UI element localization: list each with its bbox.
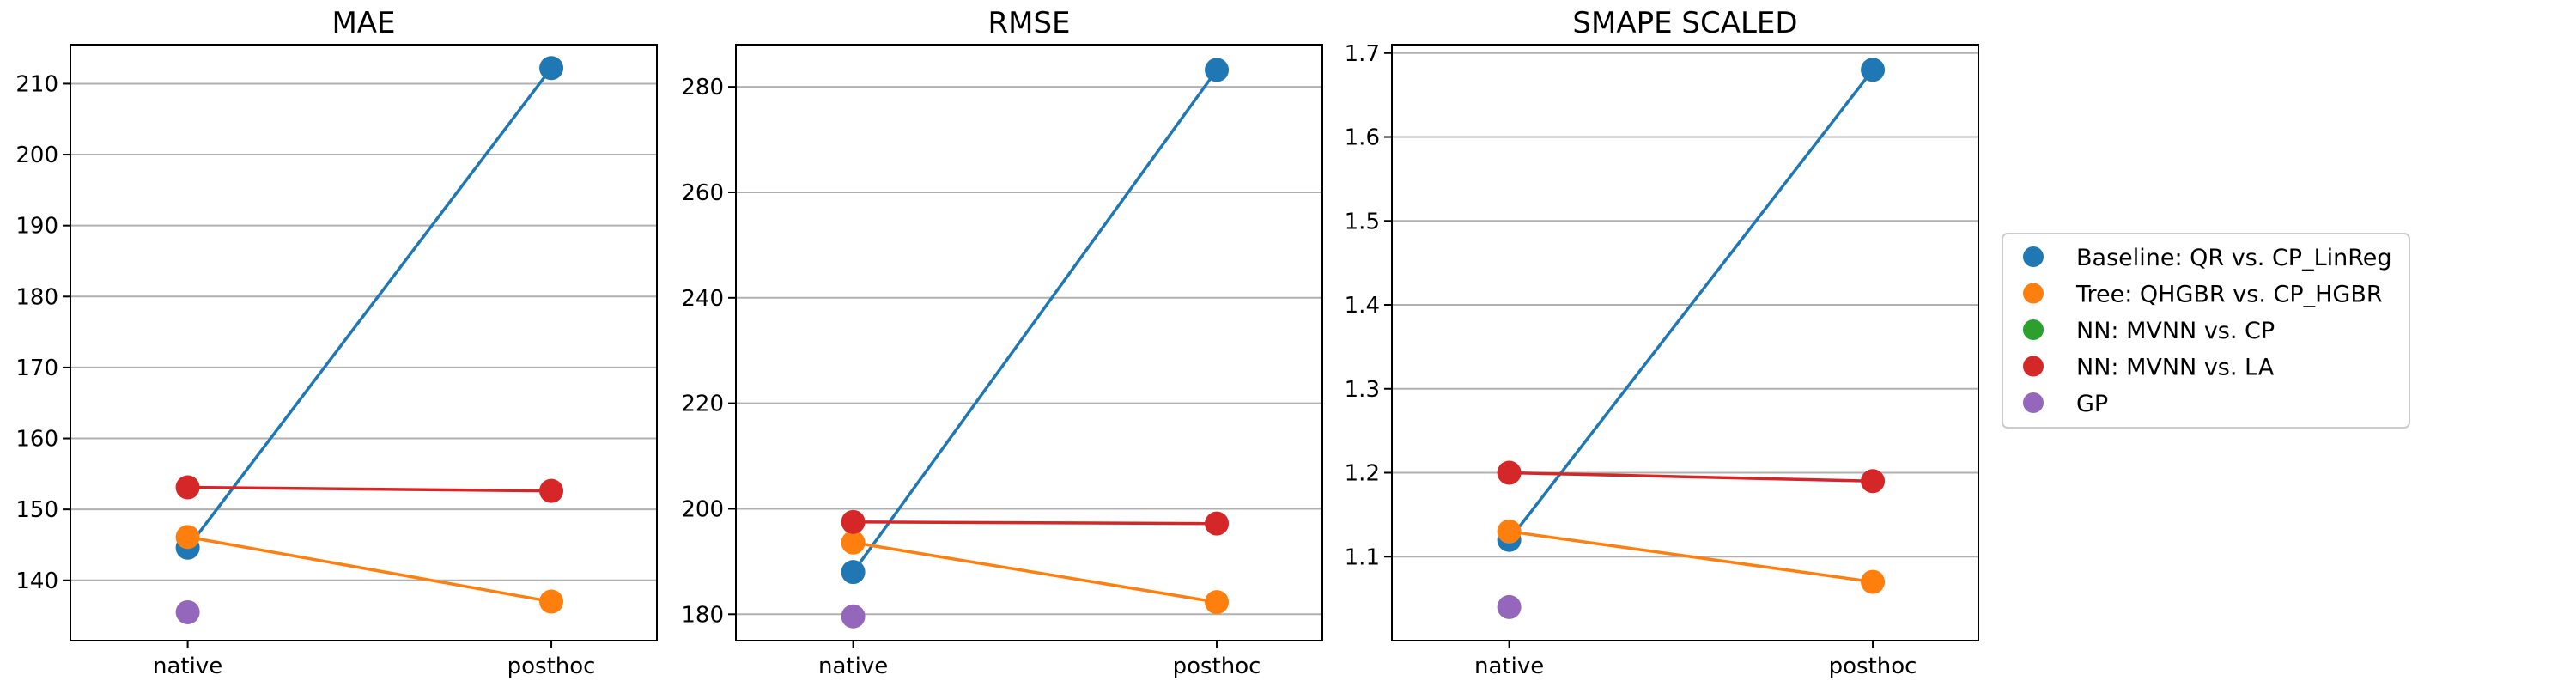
data-point — [1861, 569, 1886, 594]
data-point — [175, 475, 200, 500]
panel-title: RMSE — [987, 6, 1070, 40]
y-tick-label: 1.2 — [1345, 461, 1380, 487]
data-point — [1205, 511, 1230, 536]
data-point — [1497, 460, 1522, 485]
x-tick-label: native — [818, 654, 888, 679]
axes-frame — [1391, 44, 1979, 641]
legend-marker — [2023, 246, 2044, 267]
axes-frame — [70, 44, 658, 641]
y-tick-label: 220 — [681, 392, 724, 417]
axes-frame — [735, 44, 1323, 641]
series-line — [852, 69, 1218, 574]
series-line — [187, 535, 552, 604]
y-tick-label: 180 — [15, 284, 58, 310]
y-tick-label: 1.6 — [1345, 125, 1380, 151]
series-line — [186, 67, 553, 549]
y-tick-label: 1.1 — [1345, 544, 1380, 570]
panel-1: MAE 140 150 160 170 180 190 200 210 native posthoc — [15, 6, 658, 679]
y-tick-label: 1.7 — [1345, 41, 1380, 67]
x-tick-label: posthoc — [1173, 654, 1261, 679]
legend-label: NN: MVNN vs. LA — [2076, 355, 2275, 381]
y-tick-label: 170 — [15, 356, 58, 381]
x-tick-label: posthoc — [507, 654, 596, 679]
y-tick-label: 1.3 — [1345, 377, 1380, 403]
data-point — [841, 509, 866, 534]
legend-frame — [2002, 233, 2410, 429]
panel-title: MAE — [331, 6, 395, 40]
y-tick-label: 200 — [15, 143, 58, 168]
legend: Baseline: QR vs. CP_LinReg Tree: QHGBR vs… — [2002, 233, 2410, 429]
series-line — [853, 520, 1218, 526]
data-point — [1497, 594, 1522, 619]
legend-marker — [2023, 319, 2044, 340]
data-point — [1205, 58, 1230, 82]
legend-marker — [2023, 392, 2044, 413]
legend-marker — [2023, 356, 2044, 377]
panel-title: SMAPE SCALED — [1572, 6, 1797, 40]
y-tick-label: 1.5 — [1345, 209, 1380, 234]
data-point — [841, 530, 866, 555]
x-tick-label: posthoc — [1829, 654, 1917, 679]
x-tick-label: native — [1474, 654, 1544, 679]
data-point — [539, 589, 564, 614]
data-point — [841, 604, 866, 629]
y-tick-label: 160 — [15, 427, 58, 453]
data-point — [539, 56, 564, 81]
legend-label: GP — [2076, 391, 2108, 417]
y-tick-label: 150 — [15, 497, 58, 523]
series-line — [187, 485, 552, 493]
y-tick-label: 190 — [15, 214, 58, 240]
y-tick-label: 240 — [681, 286, 724, 312]
y-tick-label: 1.4 — [1345, 293, 1380, 319]
data-point — [1861, 58, 1886, 82]
y-tick-label: 210 — [15, 71, 58, 97]
data-point — [539, 478, 564, 503]
legend-marker — [2023, 283, 2044, 304]
data-point — [175, 599, 200, 624]
y-tick-label: 260 — [681, 180, 724, 206]
data-point — [175, 525, 200, 550]
panel-3: SMAPE SCALED 1.1 1.2 1.3 1.4 1.5 1.6 1.7 native p… — [1345, 6, 1979, 679]
data-point — [841, 560, 866, 585]
legend-label: NN: MVNN vs. CP — [2076, 318, 2275, 344]
series-line — [1508, 69, 1874, 541]
series-line — [1509, 471, 1874, 483]
y-tick-label: 200 — [681, 496, 724, 522]
x-tick-label: native — [153, 654, 222, 679]
y-tick-label: 280 — [681, 75, 724, 100]
panel-2: RMSE 180 200 220 240 260 280 native posthoc — [681, 6, 1323, 679]
series-line — [1509, 530, 1874, 584]
data-point — [1861, 469, 1886, 494]
series-line — [853, 541, 1218, 604]
y-tick-label: 180 — [681, 602, 724, 628]
legend-label: Baseline: QR vs. CP_LinReg — [2076, 245, 2392, 271]
y-tick-label: 140 — [15, 568, 58, 594]
legend-label: Tree: QHGBR vs. CP_HGBR — [2075, 282, 2383, 308]
data-point — [1497, 519, 1522, 544]
panels-layer: MAE 140 150 160 170 180 190 200 210 native posthoc… — [15, 6, 1979, 679]
data-point — [1205, 590, 1230, 615]
